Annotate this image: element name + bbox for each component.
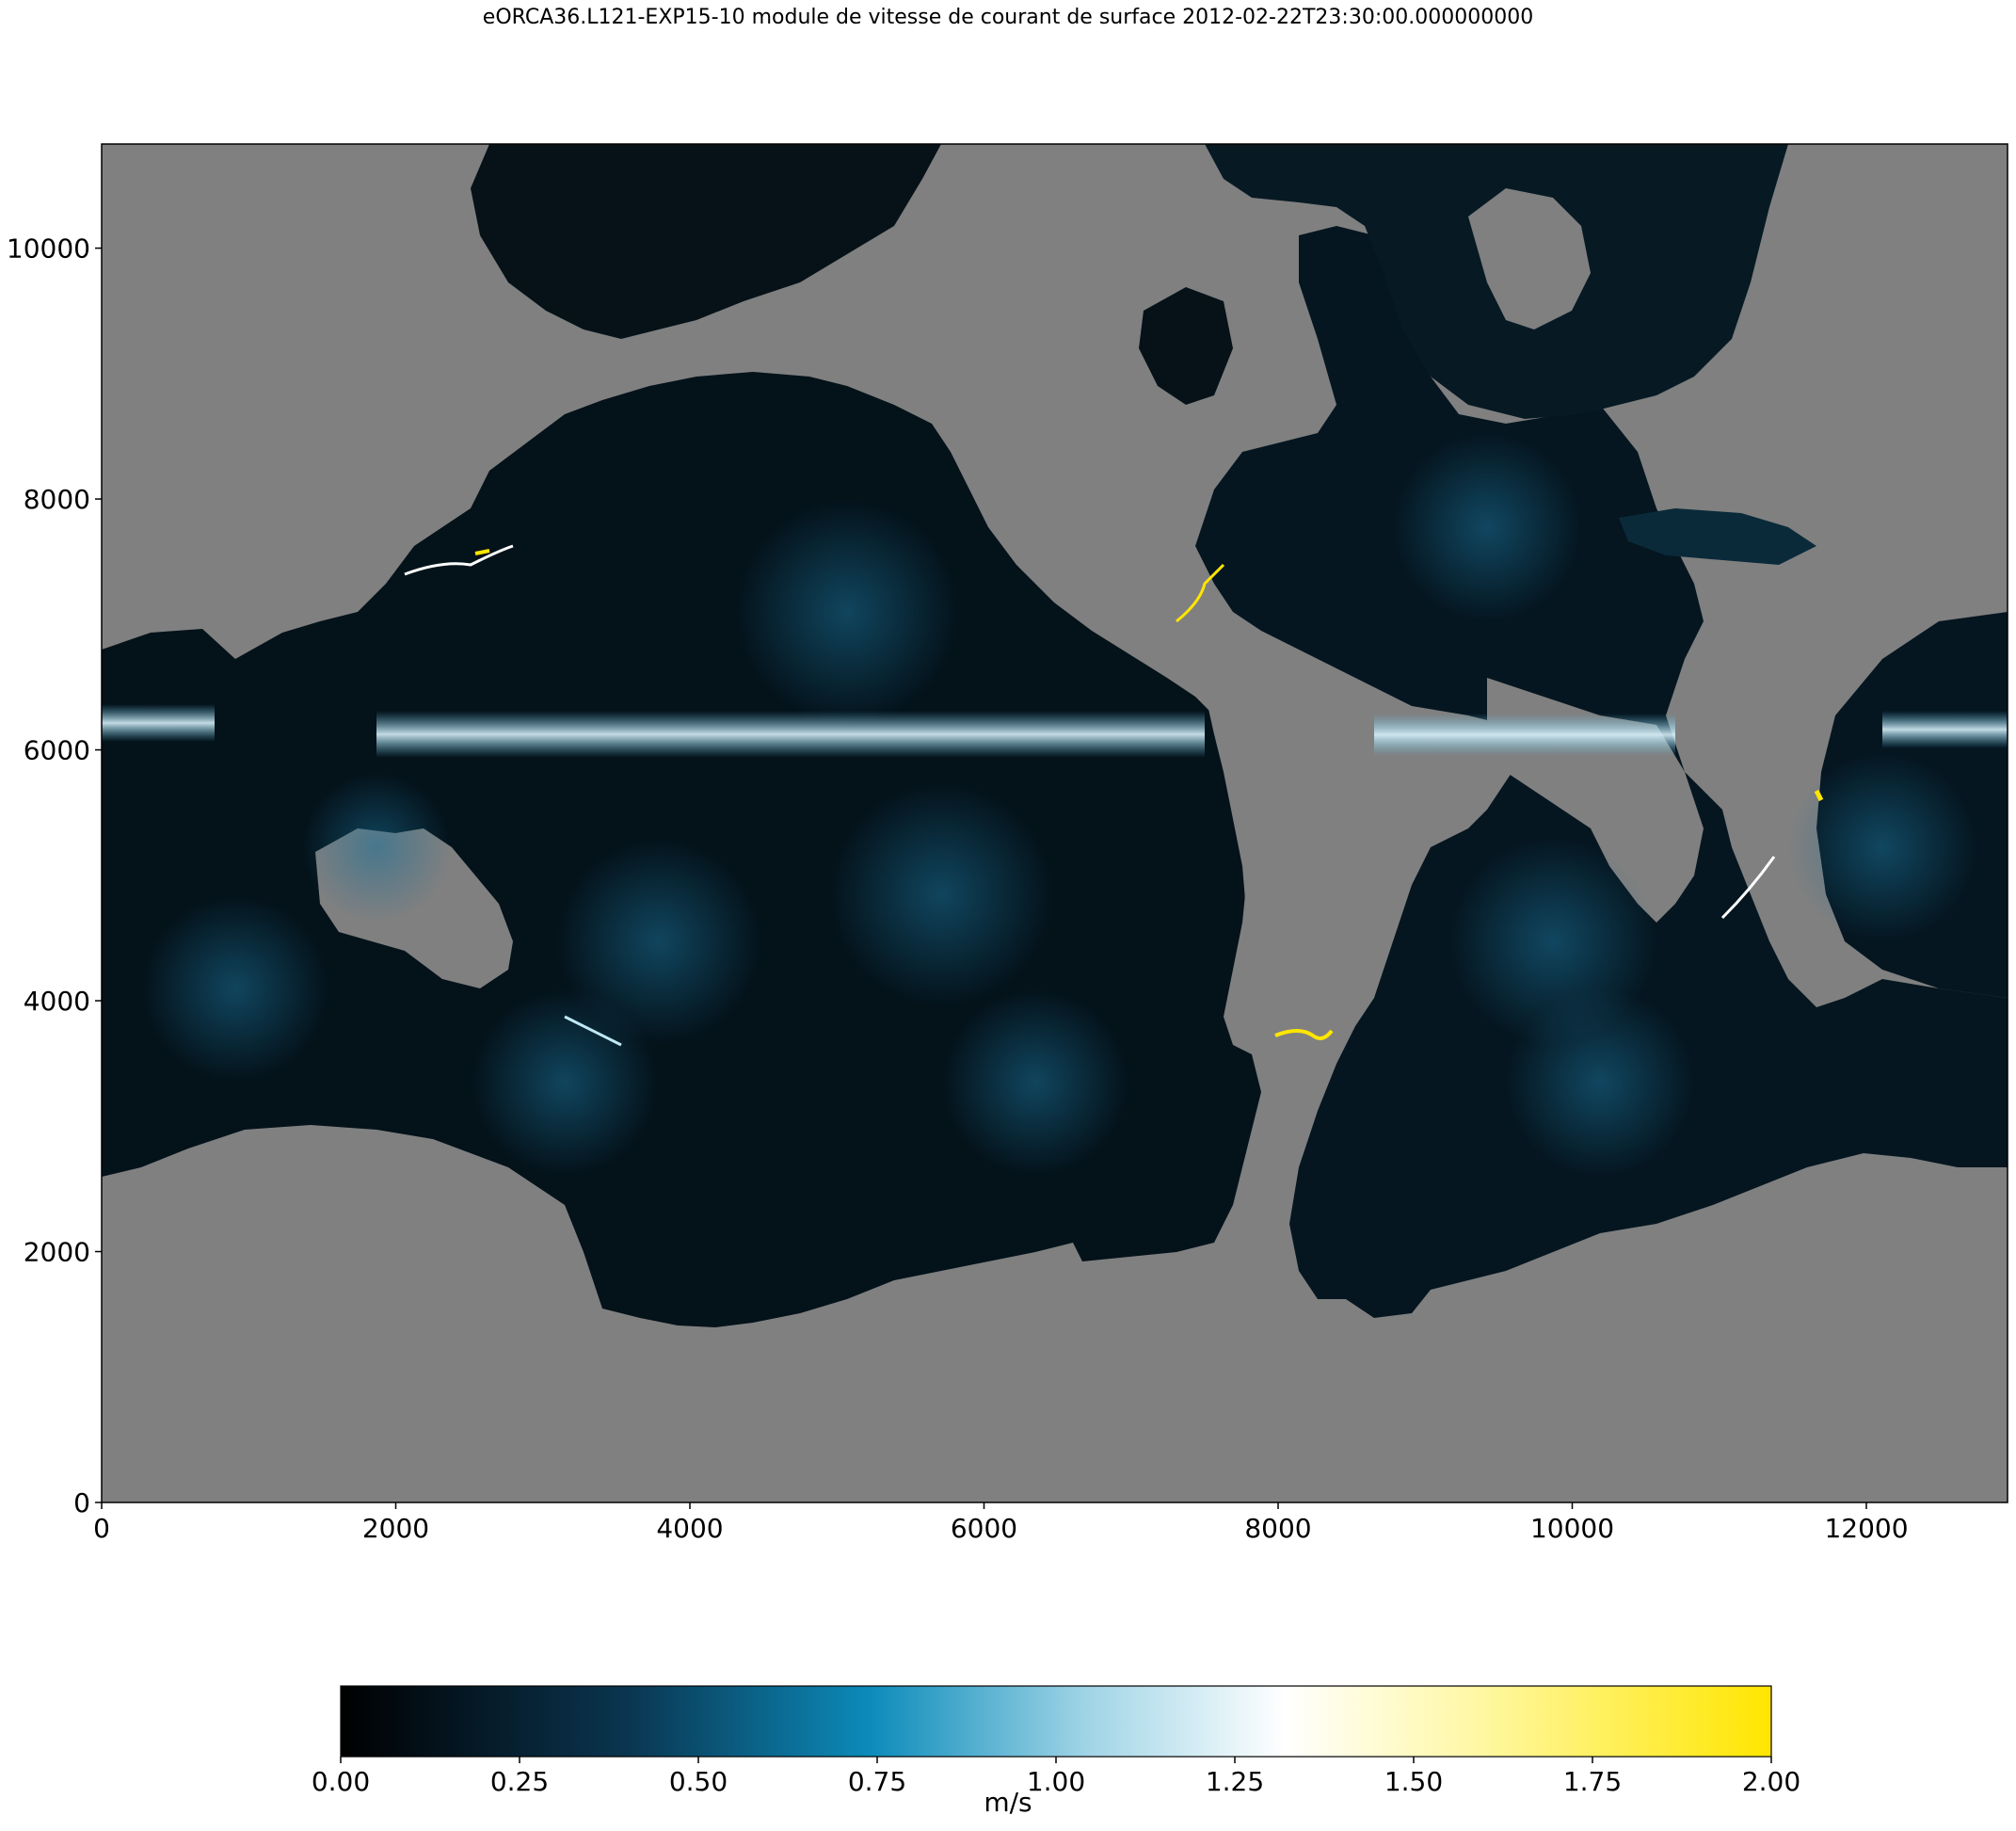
asia-land [102,144,471,640]
hudson-bay [1139,287,1233,405]
x-tick-label: 6000 [951,1513,1017,1544]
y-tick-label: 2000 [24,1237,90,1268]
ocean-arctic [471,144,941,339]
colorbar [340,1685,1772,1758]
x-tick-label: 8000 [1244,1513,1311,1544]
colorbar-tick-label: 0.50 [669,1766,728,1797]
y-tick-label: 8000 [24,484,90,515]
x-tick-label: 12000 [1824,1513,1908,1544]
x-tick-label: 2000 [362,1513,429,1544]
y-axis: 0 2000 4000 6000 8000 10000 [7,233,102,1518]
ocean-field [102,144,2008,1327]
x-tick-label: 4000 [656,1513,723,1544]
x-tick-label: 10000 [1530,1513,1614,1544]
x-axis: 0 2000 4000 6000 8000 10000 12000 [93,1502,1909,1544]
colorbar-ticks: 0.00 0.25 0.50 0.75 1.00 1.25 1.50 1.75 2.00 [312,1757,1800,1797]
mediterranean [1619,508,1816,565]
colorbar-tick-label: 1.00 [1027,1766,1085,1797]
south-america-land [1205,668,1440,1026]
greenland-land [1468,188,1591,329]
colorbar-label: m/s [984,1787,1032,1818]
y-tick-label: 10000 [7,233,90,265]
colorbar-tick-label: 1.50 [1384,1766,1443,1797]
y-tick-label: 0 [73,1487,90,1518]
figure-title: eORCA36.L121-EXP15-10 module de vitesse … [482,6,1534,29]
colorbar-tick-label: 0.00 [312,1766,370,1797]
colorbar-tick-label: 1.25 [1206,1766,1264,1797]
x-tick-label: 0 [93,1513,110,1544]
colorbar-tick-label: 2.00 [1742,1766,1800,1797]
plot-frame [101,143,2008,1503]
y-tick-label: 4000 [24,986,90,1017]
colorbar-tick-label: 0.25 [490,1766,549,1797]
colorbar-tick-label: 1.75 [1563,1766,1622,1797]
y-tick-label: 6000 [24,735,90,766]
colorbar-tick-label: 0.75 [848,1766,906,1797]
